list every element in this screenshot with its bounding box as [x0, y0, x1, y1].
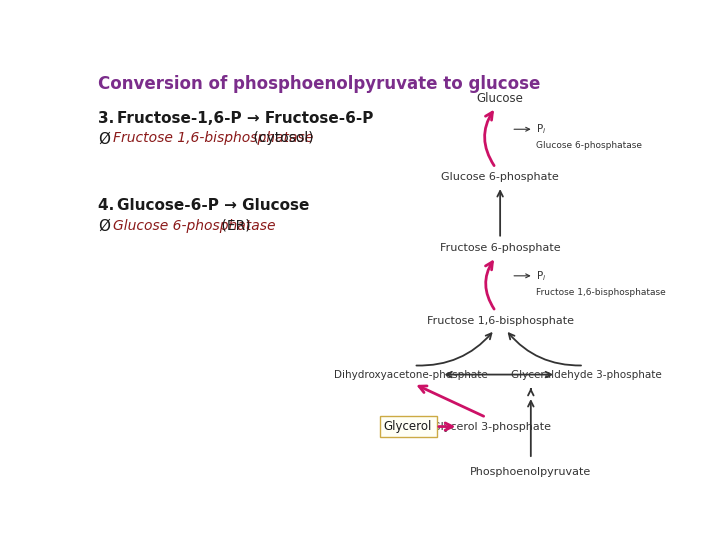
Text: 4.: 4.	[99, 198, 120, 213]
Text: Fructose 1,6-bisphosphatase: Fructose 1,6-bisphosphatase	[114, 131, 314, 145]
Text: P$_i$: P$_i$	[536, 123, 546, 136]
Text: Glucose-6-P → Glucose: Glucose-6-P → Glucose	[117, 198, 309, 213]
Text: Fructose 1,6-bisphosphatase: Fructose 1,6-bisphosphatase	[536, 288, 666, 297]
Text: Dihydroxyacetone-phosphate: Dihydroxyacetone-phosphate	[334, 369, 487, 380]
Text: Ø: Ø	[99, 219, 110, 234]
Text: Glycerol 3-phosphate: Glycerol 3-phosphate	[432, 422, 552, 431]
Text: Conversion of phosphoenolpyruvate to glucose: Conversion of phosphoenolpyruvate to glu…	[99, 75, 541, 93]
Text: Glycerol: Glycerol	[384, 420, 432, 433]
Text: Glucose: Glucose	[477, 92, 523, 105]
Text: (cytosol): (cytosol)	[249, 131, 314, 145]
Text: Fructose 1,6-bisphosphate: Fructose 1,6-bisphosphate	[427, 315, 574, 326]
Text: Phosphoenolpyruvate: Phosphoenolpyruvate	[470, 467, 591, 477]
Text: Fructose-1,6-P → Fructose-6-P: Fructose-1,6-P → Fructose-6-P	[117, 111, 373, 125]
Text: Fructose 6-phosphate: Fructose 6-phosphate	[440, 243, 560, 253]
Text: Glucose 6-phosphate: Glucose 6-phosphate	[441, 172, 559, 182]
Text: P$_i$: P$_i$	[536, 269, 546, 283]
Text: (ER): (ER)	[217, 219, 251, 233]
Text: Glucose 6-phosphatase: Glucose 6-phosphatase	[114, 219, 276, 233]
FancyBboxPatch shape	[379, 416, 436, 437]
Text: 3.: 3.	[99, 111, 120, 125]
Text: Glyceraldehyde 3-phosphate: Glyceraldehyde 3-phosphate	[511, 369, 662, 380]
Text: Glucose 6-phosphatase: Glucose 6-phosphatase	[536, 141, 642, 150]
Text: Ø: Ø	[99, 131, 110, 146]
